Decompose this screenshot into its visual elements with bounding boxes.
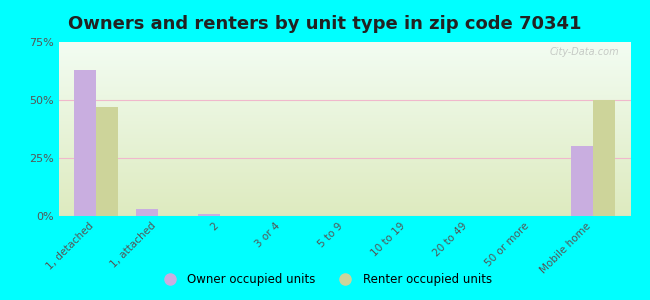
Bar <box>198 214 220 216</box>
Text: City-Data.com: City-Data.com <box>549 47 619 57</box>
Bar <box>74 70 96 216</box>
Bar <box>571 146 593 216</box>
Bar <box>96 107 118 216</box>
Bar <box>593 100 615 216</box>
Text: Owners and renters by unit type in zip code 70341: Owners and renters by unit type in zip c… <box>68 15 582 33</box>
Legend: Owner occupied units, Renter occupied units: Owner occupied units, Renter occupied un… <box>153 269 497 291</box>
Bar <box>136 209 158 216</box>
